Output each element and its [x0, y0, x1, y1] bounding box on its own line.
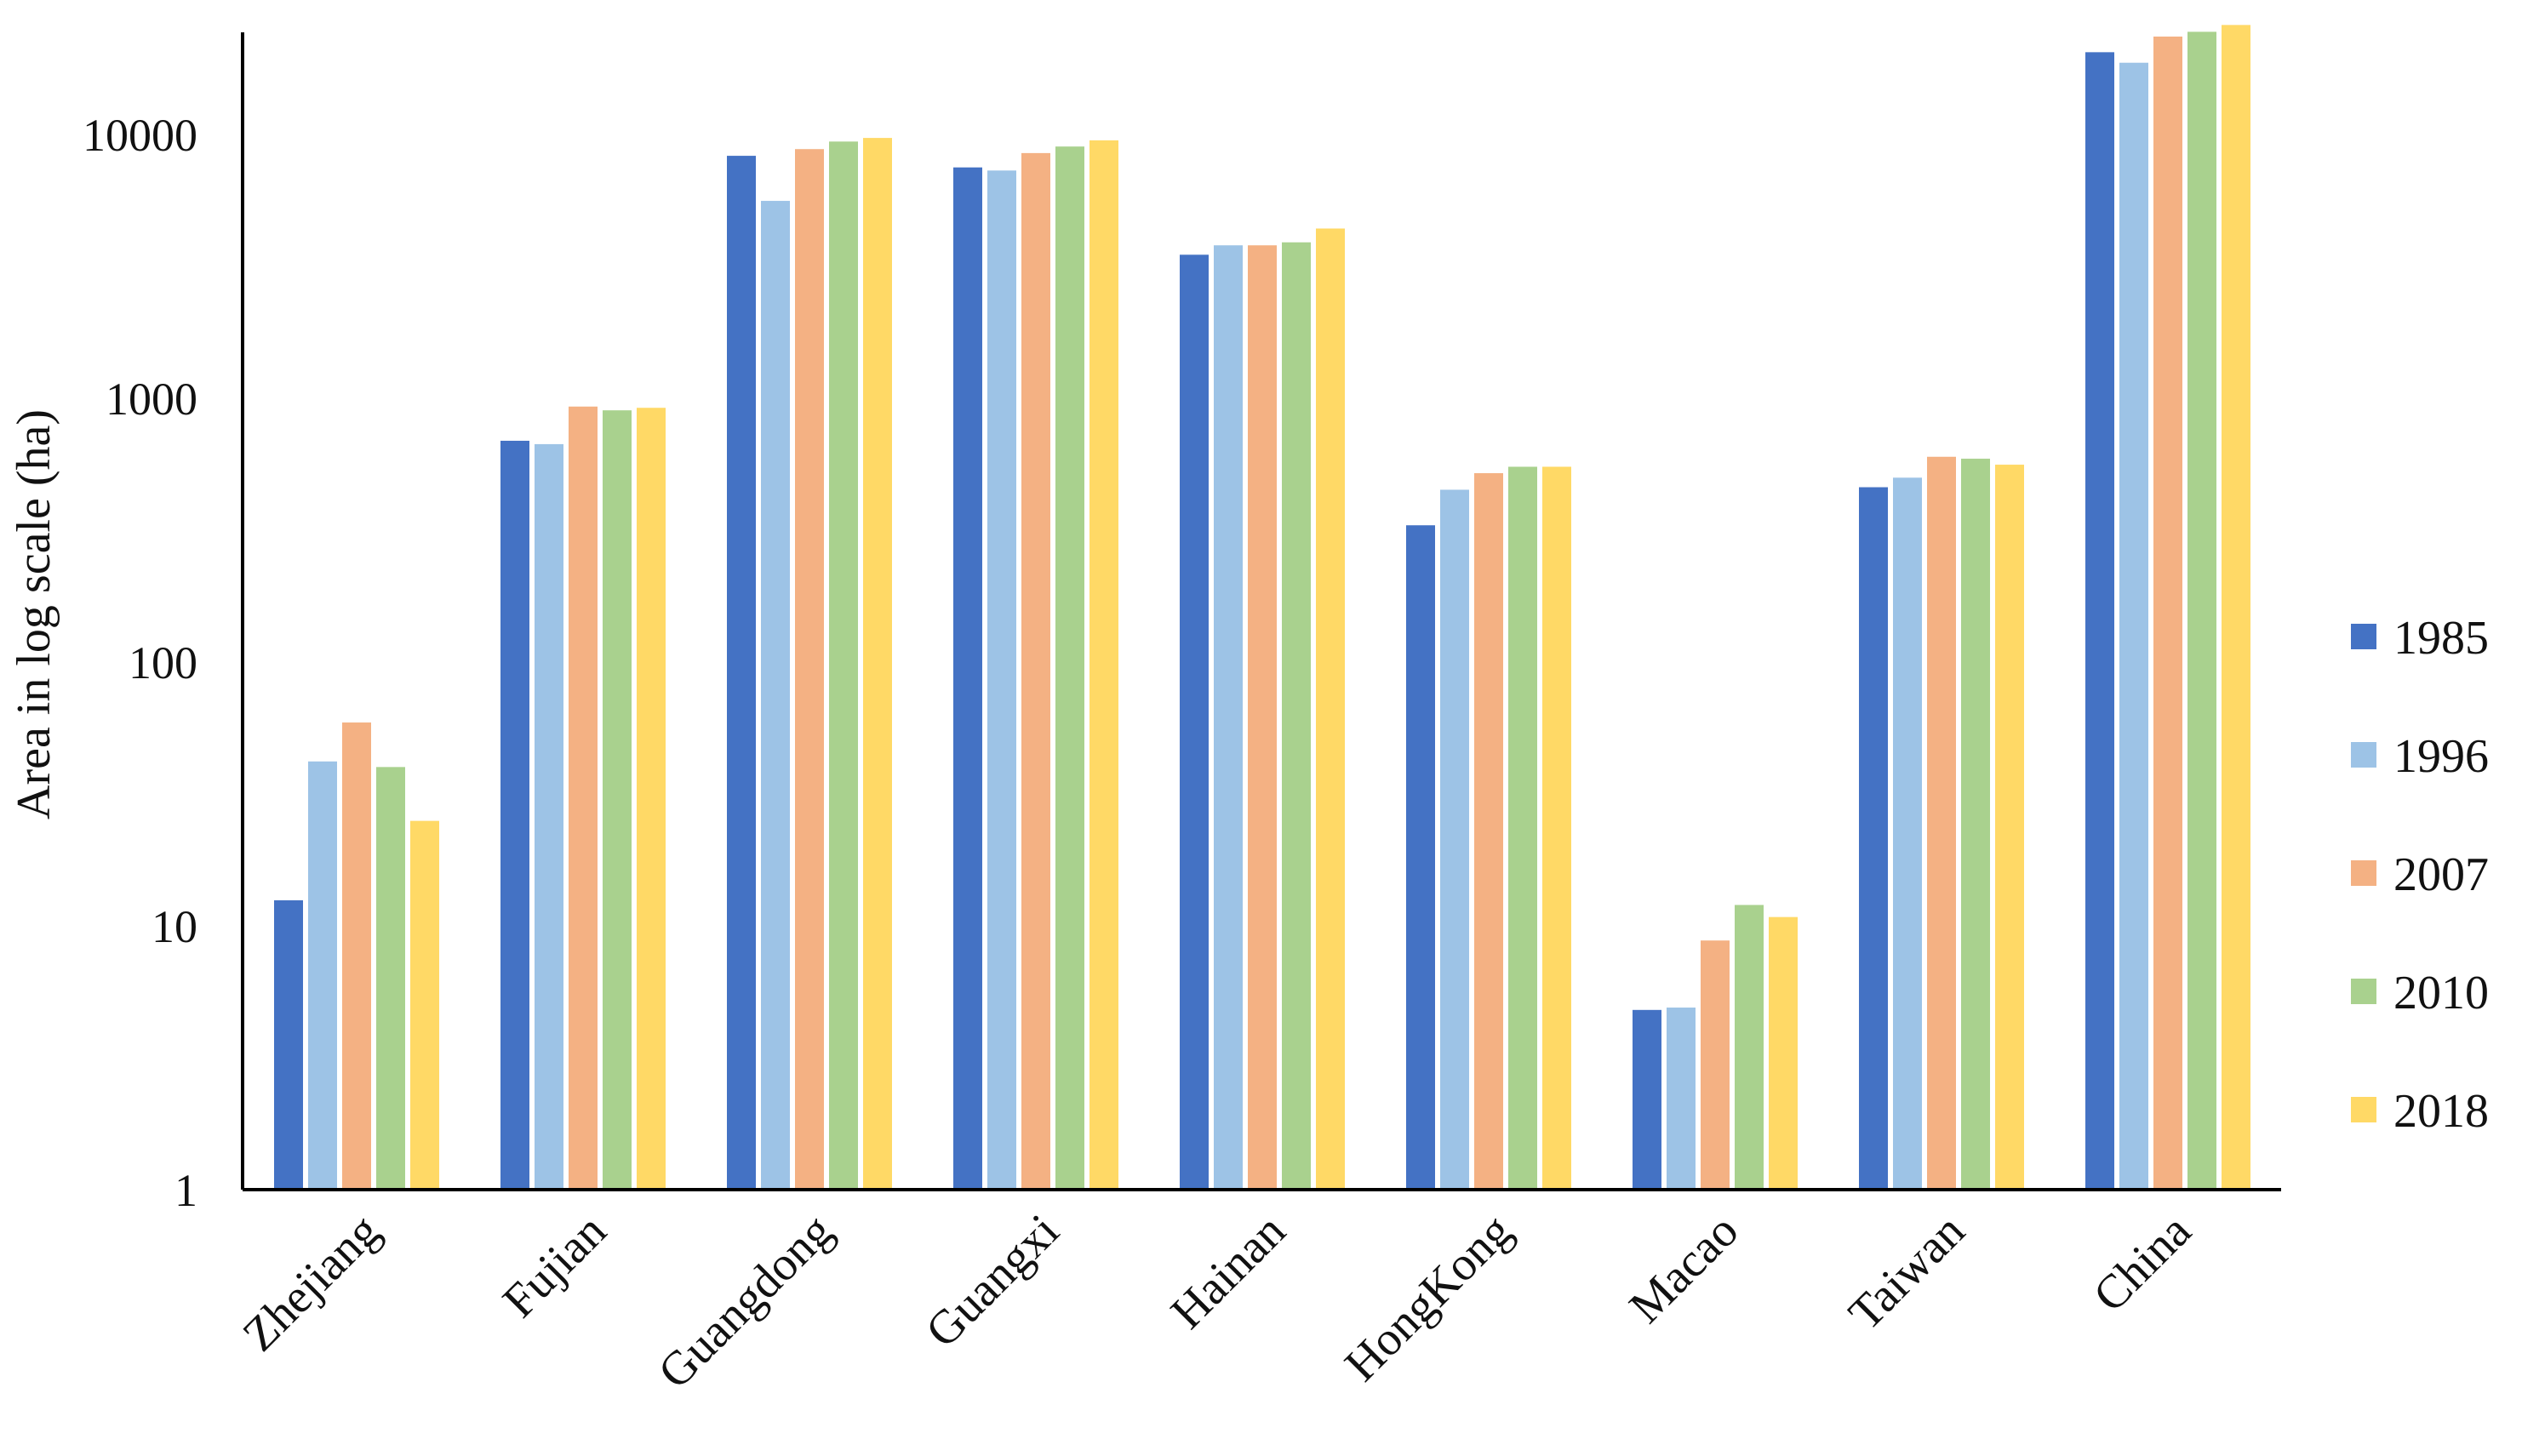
bar-hainan-1985 — [1180, 254, 1209, 1190]
y-tick-labels: 1 10 100 1000 10000 — [83, 110, 197, 1216]
category-label-fujian: Fujian — [493, 1204, 616, 1328]
bar-hainan-2010 — [1282, 242, 1311, 1190]
category-label-china: China — [2084, 1204, 2202, 1322]
legend-swatch — [2351, 624, 2376, 649]
bar-group-hongkong — [1406, 466, 1571, 1190]
bar-macao-2010 — [1735, 905, 1764, 1190]
legend-label: 2010 — [2393, 967, 2489, 1019]
bar-group-fujian — [500, 406, 666, 1190]
y-tick-label: 10 — [152, 901, 197, 952]
bar-group-hainan — [1180, 228, 1345, 1190]
axes-layer — [241, 32, 2281, 1191]
bar-group-guangdong — [727, 138, 892, 1190]
bar-fujian-2010 — [603, 410, 632, 1190]
bar-zhejiang-2010 — [376, 767, 405, 1190]
legend: 1985 1996 2007 2010 2018 — [2351, 612, 2489, 1138]
legend-swatch — [2351, 1097, 2376, 1122]
bar-macao-2018 — [1769, 916, 1798, 1190]
bar-zhejiang-2018 — [410, 820, 439, 1190]
legend-item-1996: 1996 — [2351, 730, 2489, 783]
bar-hongkong-1996 — [1440, 489, 1469, 1190]
bar-group-china — [2085, 25, 2250, 1190]
bar-hongkong-2010 — [1508, 466, 1537, 1190]
bar-fujian-2007 — [569, 406, 598, 1190]
bar-guangxi-2018 — [1089, 140, 1118, 1190]
bar-hainan-2018 — [1316, 228, 1345, 1190]
bar-macao-1996 — [1667, 1008, 1696, 1190]
bar-guangxi-1996 — [987, 170, 1016, 1190]
bar-fujian-2018 — [637, 408, 666, 1190]
bar-taiwan-1996 — [1893, 477, 1922, 1190]
category-label-taiwan: Taiwan — [1839, 1204, 1975, 1340]
bar-hongkong-1985 — [1406, 525, 1435, 1190]
category-label-hongkong: HongKong — [1335, 1204, 1522, 1391]
bar-hongkong-2007 — [1474, 473, 1503, 1190]
x-tick-labels: Zhejiang Fujian Guangdong Guangxi Hainan Hong… — [233, 1204, 2202, 1399]
bars-layer — [274, 25, 2250, 1190]
legend-label: 1985 — [2393, 612, 2489, 665]
bar-group-guangxi — [953, 140, 1118, 1190]
bar-hainan-2007 — [1248, 245, 1277, 1190]
bar-guangdong-1985 — [727, 156, 756, 1190]
bar-china-1996 — [2119, 62, 2148, 1190]
legend-label: 2007 — [2393, 848, 2489, 901]
category-label-macao: Macao — [1620, 1204, 1749, 1333]
category-label-guangxi: Guangxi — [916, 1204, 1069, 1357]
bar-macao-1985 — [1633, 1009, 1661, 1190]
bar-china-2018 — [2222, 25, 2250, 1190]
legend-item-2010: 2010 — [2351, 967, 2489, 1019]
bar-taiwan-1985 — [1859, 487, 1888, 1190]
bar-guangdong-2007 — [795, 149, 824, 1190]
bar-china-2007 — [2153, 36, 2182, 1190]
legend-label: 2018 — [2393, 1085, 2489, 1138]
category-label-zhejiang: Zhejiang — [233, 1204, 391, 1362]
legend-swatch — [2351, 979, 2376, 1004]
bar-fujian-1985 — [500, 440, 529, 1190]
bar-macao-2007 — [1701, 940, 1730, 1190]
bar-group-macao — [1633, 905, 1798, 1190]
legend-item-1985: 1985 — [2351, 612, 2489, 665]
bar-guangdong-1996 — [761, 201, 790, 1190]
legend-item-2018: 2018 — [2351, 1085, 2489, 1138]
bar-zhejiang-1985 — [274, 899, 303, 1190]
bar-hainan-1996 — [1214, 245, 1243, 1190]
bar-guangxi-2010 — [1055, 146, 1084, 1190]
bar-taiwan-2018 — [1995, 465, 2024, 1190]
bar-taiwan-2007 — [1927, 456, 1956, 1190]
bar-zhejiang-1996 — [308, 761, 337, 1190]
y-axis-title: Area in log scale (ha) — [8, 409, 60, 819]
y-tick-label: 10000 — [83, 110, 197, 161]
bar-china-1985 — [2085, 52, 2114, 1190]
legend-label: 1996 — [2393, 730, 2489, 783]
bar-taiwan-2010 — [1961, 459, 1990, 1190]
bar-china-2010 — [2187, 31, 2216, 1190]
bar-fujian-1996 — [535, 443, 563, 1190]
legend-swatch — [2351, 742, 2376, 768]
y-tick-label: 1 — [174, 1165, 197, 1216]
bar-guangxi-1985 — [953, 167, 982, 1190]
bar-zhejiang-2007 — [342, 722, 371, 1190]
category-label-hainan: Hainan — [1161, 1204, 1295, 1339]
category-label-guangdong: Guangdong — [649, 1204, 844, 1399]
bar-hongkong-2018 — [1542, 466, 1571, 1190]
bar-guangdong-2018 — [863, 138, 892, 1190]
bar-guangxi-2007 — [1021, 152, 1050, 1190]
y-tick-label: 1000 — [106, 374, 197, 425]
bar-group-taiwan — [1859, 456, 2024, 1190]
legend-item-2007: 2007 — [2351, 848, 2489, 901]
legend-swatch — [2351, 860, 2376, 886]
bar-guangdong-2010 — [829, 141, 858, 1190]
bar-group-zhejiang — [274, 722, 439, 1190]
y-tick-label: 100 — [129, 637, 197, 688]
